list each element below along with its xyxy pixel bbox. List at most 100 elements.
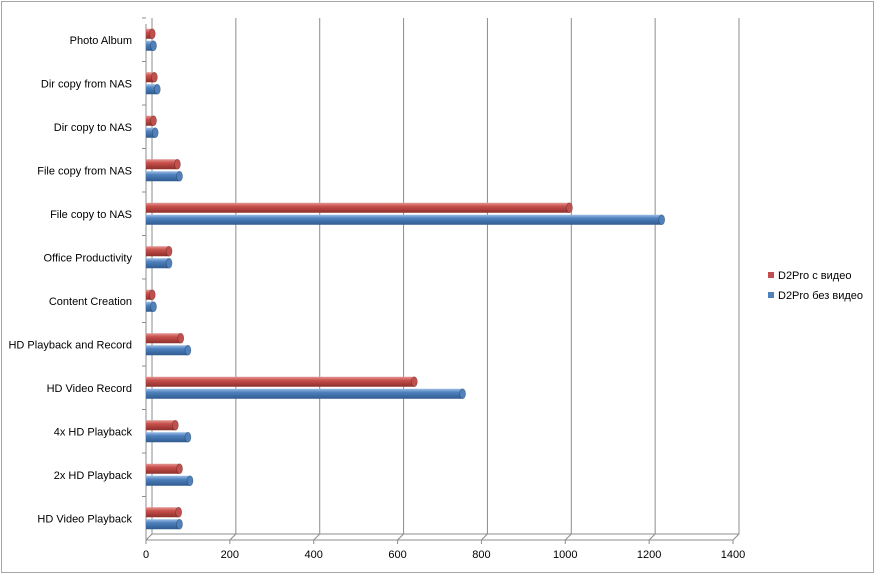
- bar-red: [146, 71, 158, 83]
- bar-cap: [658, 214, 666, 226]
- bar-cap: [184, 344, 192, 356]
- bar-blue: [146, 214, 666, 226]
- bar-body: [146, 246, 170, 257]
- bar-body: [146, 519, 180, 530]
- category-label: File copy to NAS: [50, 209, 132, 221]
- bar-cap: [150, 115, 157, 127]
- gridline-floor: [648, 533, 656, 541]
- bar-cap: [165, 245, 173, 257]
- bar-cap: [459, 388, 466, 400]
- bar-cap: [184, 431, 192, 443]
- category-label: HD Playback and Record: [8, 339, 132, 351]
- category-label: Photo Album: [70, 35, 132, 47]
- legend-swatch: [768, 272, 774, 278]
- category-label: Dir copy to NAS: [54, 122, 132, 134]
- category-label: 2x HD Playback: [54, 470, 133, 482]
- bar-body: [146, 345, 188, 356]
- x-tick-label: 600: [388, 549, 406, 561]
- bar-red: [146, 376, 418, 388]
- category-label: 4x HD Playback: [54, 426, 133, 438]
- floor-edge: [145, 533, 153, 541]
- legend-label: D2Pro без видео: [778, 290, 863, 302]
- bar-red: [146, 419, 179, 431]
- category-label: Dir copy from NAS: [41, 78, 132, 90]
- bar-blue: [146, 388, 466, 400]
- bar-cap: [176, 463, 183, 475]
- bar-red: [146, 245, 173, 257]
- gridline-floor: [397, 533, 404, 541]
- bar-red: [146, 202, 573, 214]
- x-tick-label: 400: [305, 549, 323, 561]
- bar-cap: [176, 170, 183, 182]
- bar-blue: [146, 83, 161, 95]
- bar-cap: [176, 518, 183, 530]
- bar-blue: [146, 475, 194, 487]
- x-tick-label: 1000: [553, 549, 577, 561]
- bar-body: [146, 376, 415, 387]
- bar-blue: [146, 170, 183, 182]
- category-label: HD Video Record: [47, 383, 132, 395]
- bar-body: [146, 420, 176, 431]
- bar-red: [146, 158, 181, 170]
- bar-blue: [146, 40, 157, 52]
- gridline-floor: [313, 533, 321, 541]
- x-tick-label: 1200: [637, 549, 661, 561]
- bar-cap: [177, 332, 185, 344]
- bar-cap: [148, 289, 156, 301]
- bar-body: [146, 159, 178, 170]
- bar-blue: [146, 301, 157, 313]
- bar-body: [146, 115, 154, 126]
- bar-cap: [150, 301, 157, 313]
- bar-body: [146, 72, 155, 83]
- bar-body: [146, 84, 158, 95]
- bar-blue: [146, 257, 173, 269]
- bar-body: [146, 40, 154, 51]
- category-label: File copy from NAS: [37, 165, 132, 177]
- bar-body: [146, 28, 153, 39]
- x-tick-label: 200: [221, 549, 239, 561]
- x-tick-label: 800: [472, 549, 490, 561]
- gridline-floor: [229, 533, 237, 541]
- x-tick-label: 0: [143, 549, 149, 561]
- bar-cap: [151, 71, 158, 83]
- bar-body: [146, 171, 180, 182]
- bar-red: [146, 289, 156, 301]
- x-tick-label: 1400: [721, 549, 745, 561]
- bar-cap: [165, 257, 173, 269]
- category-label: Office Productivity: [44, 252, 133, 264]
- gridline-floor: [564, 533, 572, 541]
- bar-body: [146, 258, 170, 269]
- bar-body: [146, 333, 181, 344]
- bar-body: [146, 127, 156, 138]
- bar-red: [146, 115, 157, 127]
- bar-red: [146, 506, 183, 518]
- gridline-floor: [732, 533, 740, 541]
- bar-cap: [186, 475, 194, 487]
- bar-blue: [146, 344, 192, 356]
- bar-body: [146, 289, 153, 300]
- bar-body: [146, 214, 662, 225]
- bar-body: [146, 475, 191, 486]
- bar-body: [146, 388, 463, 399]
- bar-red: [146, 28, 156, 40]
- bar-blue: [146, 518, 183, 530]
- bar-cap: [148, 28, 156, 40]
- bar-cap: [151, 127, 159, 139]
- bar-cap: [150, 40, 157, 52]
- bar-body: [146, 301, 154, 312]
- bar-cap: [154, 83, 161, 95]
- bar-blue: [146, 127, 159, 139]
- legend-swatch: [768, 292, 774, 298]
- gridline-floor: [481, 533, 488, 541]
- category-label: Content Creation: [49, 296, 132, 308]
- bar-body: [146, 432, 188, 443]
- bar-blue: [146, 431, 192, 443]
- bar-red: [146, 332, 185, 344]
- bar-cap: [175, 506, 183, 518]
- bar-cap: [174, 158, 181, 170]
- bar-cap: [566, 202, 573, 214]
- bar-body: [146, 202, 570, 213]
- bar-body: [146, 507, 179, 518]
- bar-cap: [172, 419, 179, 431]
